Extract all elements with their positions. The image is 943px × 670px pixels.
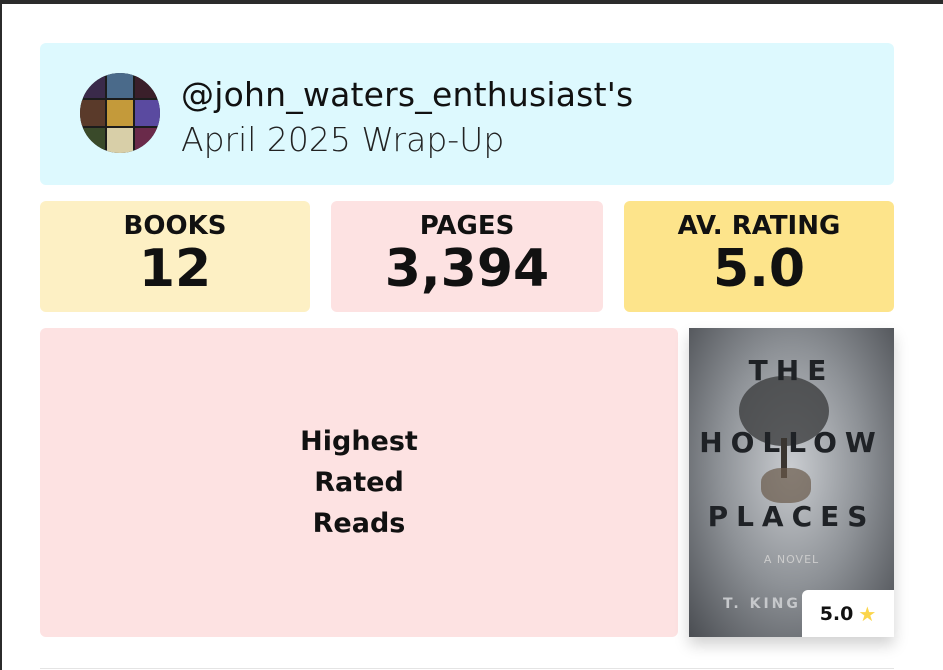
book-cover[interactable]: THE HOLLOW PLACES A NOVEL T. KINGF (689, 328, 894, 637)
wrap-up-title: April 2025 Wrap-Up (181, 120, 505, 159)
cover-title-line: HOLLOW (699, 426, 884, 459)
rating-badge: 5.0 ★ (802, 590, 894, 637)
star-icon: ★ (858, 601, 877, 626)
rating-value: 5.0 (819, 602, 854, 625)
tree-illustration (739, 376, 829, 446)
highest-rated-title: Highest Rated Reads (300, 426, 418, 539)
stat-books: BOOKS 12 (40, 201, 310, 312)
cover-tagline: A NOVEL (763, 553, 820, 566)
stat-value: 5.0 (712, 239, 806, 299)
highest-rated-panel: Highest Rated Reads (40, 328, 678, 637)
cover-title-line: PLACES (707, 500, 876, 533)
avatar (80, 73, 160, 153)
cover-author: T. KINGF (723, 596, 814, 612)
stat-pages: PAGES 3,394 (331, 201, 603, 312)
wrap-up-page: @john_waters_enthusiast's April 2025 Wra… (2, 4, 943, 670)
tree-trunk (781, 438, 787, 478)
username: @john_waters_enthusiast's (181, 75, 634, 114)
profile-header: @john_waters_enthusiast's April 2025 Wra… (40, 43, 894, 185)
stat-value: 12 (138, 239, 212, 299)
stat-label: AV. RATING (677, 211, 841, 241)
tree-roots (761, 468, 811, 503)
stat-label: PAGES (419, 211, 515, 241)
stat-value: 3,394 (384, 239, 550, 299)
stat-label: BOOKS (123, 211, 227, 241)
stat-average-rating: AV. RATING 5.0 (624, 201, 894, 312)
cover-title-line: THE (748, 354, 835, 387)
divider (40, 668, 894, 669)
